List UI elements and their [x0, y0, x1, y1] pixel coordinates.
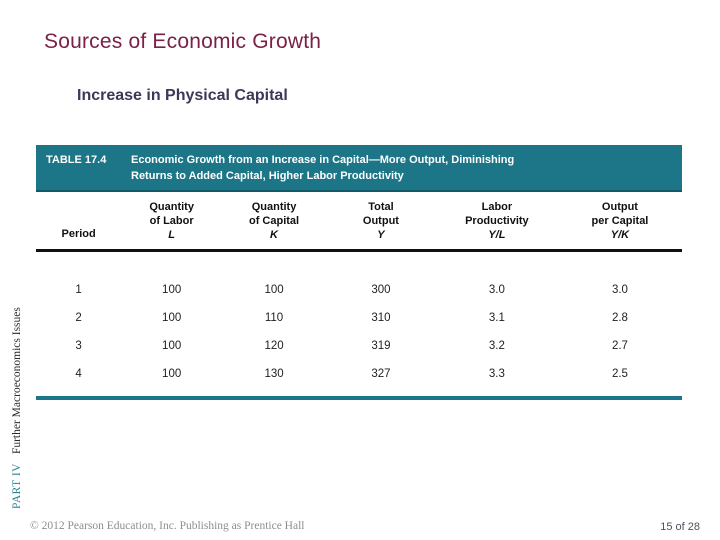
table-cell: 100 [162, 368, 182, 380]
column-header-period: Period [61, 228, 96, 240]
table-cell: 4 [75, 368, 82, 380]
table-body: 1 100 100 300 3.0 3.0 2 100 110 310 3.1 … [36, 252, 682, 396]
table-cell: 319 [371, 340, 391, 352]
sidebar-series-label: Further Macroeconomics Issues [11, 307, 23, 455]
table-cell: 2.5 [611, 368, 628, 380]
table-cell: 100 [162, 284, 182, 296]
table-caption-bar: TABLE 17.4 Economic Growth from an Incre… [36, 145, 682, 192]
economics-table: TABLE 17.4 Economic Growth from an Incre… [36, 145, 682, 400]
column-header-labor: Quantity of Labor L [149, 201, 194, 241]
table-cell: 100 [162, 340, 182, 352]
sidebar-part-label: PART IV [11, 463, 23, 509]
copyright-text: © 2012 Pearson Education, Inc. Publishin… [30, 520, 305, 532]
slide-subtitle: Increase in Physical Capital [77, 87, 288, 104]
table-row: 3 100 120 319 3.2 2.7 [36, 332, 682, 360]
page-title: Sources of Economic Growth [44, 30, 322, 53]
table-cell: 120 [264, 340, 284, 352]
table-cell: 100 [162, 312, 182, 324]
table-cell: 100 [264, 284, 284, 296]
table-cell: 3.3 [488, 368, 505, 380]
table-cell: 3.0 [611, 284, 628, 296]
page-number: 15 of 28 [660, 521, 700, 533]
table-bottom-rule [36, 396, 682, 400]
table-cell: 327 [371, 368, 391, 380]
table-cell: 2.8 [611, 312, 628, 324]
table-cell: 2.7 [611, 340, 628, 352]
column-header-output: Total Output Y [362, 201, 399, 241]
table-row: 2 100 110 310 3.1 2.8 [36, 304, 682, 332]
table-header-row: Period Quantity of Labor L Quantity of C… [36, 192, 682, 252]
column-header-productivity: Labor Productivity Y/L [465, 201, 529, 241]
sidebar-vertical-text: PART IV Further Macroeconomics Issues [11, 307, 23, 509]
column-header-capital: Quantity of Capital K [248, 201, 300, 241]
table-row: 1 100 100 300 3.0 3.0 [36, 276, 682, 304]
table-cell: 3.0 [488, 284, 505, 296]
table-caption: Economic Growth from an Increase in Capi… [131, 153, 674, 190]
table-cell: 310 [371, 312, 391, 324]
table-cell: 3.2 [488, 340, 505, 352]
table-caption-line2: Returns to Added Capital, Higher Labor P… [131, 169, 404, 182]
column-header-output-per-capital: Output per Capital Y/K [591, 201, 649, 241]
table-cell: 1 [75, 284, 82, 296]
table-caption-line1: Economic Growth from an Increase in Capi… [131, 154, 515, 166]
table-cell: 300 [371, 284, 391, 296]
table-cell: 3.1 [488, 312, 505, 324]
table-label: TABLE 17.4 [46, 154, 107, 166]
table-cell: 2 [75, 312, 82, 324]
table-cell: 3 [75, 340, 82, 352]
table-cell: 110 [264, 312, 284, 324]
table-cell: 130 [264, 368, 284, 380]
table-row: 4 100 130 327 3.3 2.5 [36, 360, 682, 388]
